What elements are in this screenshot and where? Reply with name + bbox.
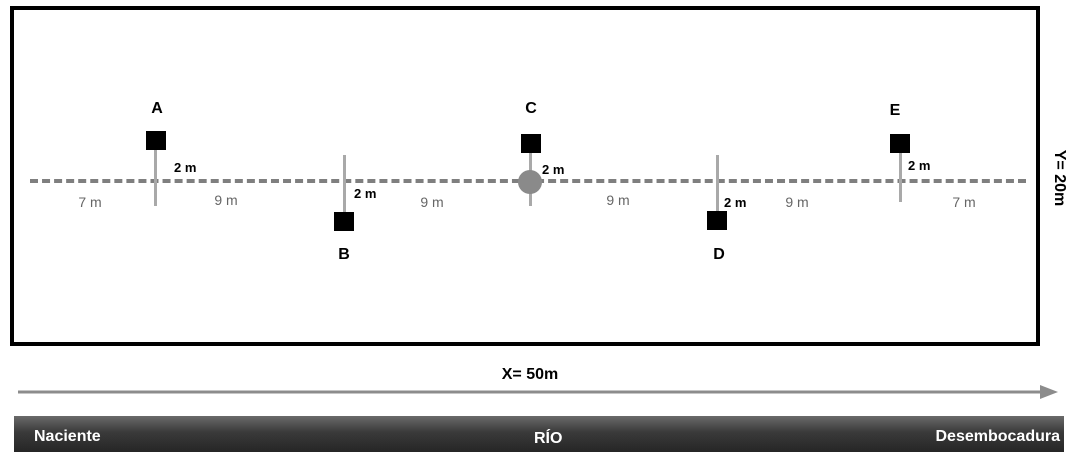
y-dimension-label: Y= 20m	[1051, 149, 1068, 207]
offset-label-b: 2 m	[354, 186, 377, 201]
marker-d	[707, 211, 727, 230]
offset-label-e: 2 m	[908, 158, 931, 173]
river-source-label: Naciente	[34, 428, 101, 445]
spacing-label: 7 m	[78, 194, 102, 210]
marker-e	[890, 134, 910, 153]
plot-frame	[10, 6, 1040, 346]
river-label: RÍO	[534, 430, 563, 447]
center-point	[518, 170, 542, 194]
offset-label-c: 2 m	[542, 162, 565, 177]
spacing-label: 9 m	[785, 194, 809, 210]
stake-a	[154, 150, 157, 206]
offset-label-a: 2 m	[174, 160, 197, 175]
marker-label-c: C	[525, 100, 537, 117]
marker-label-b: B	[338, 246, 350, 263]
marker-b	[334, 212, 354, 231]
marker-label-e: E	[889, 102, 901, 119]
stake-b	[343, 155, 346, 215]
offset-label-d: 2 m	[724, 195, 747, 210]
river-band: Naciente RÍO Desembocadura	[14, 416, 1064, 452]
spacing-label: 9 m	[606, 192, 630, 208]
marker-label-d: D	[713, 246, 725, 263]
marker-a	[146, 131, 166, 150]
spacing-label: 7 m	[952, 194, 976, 210]
marker-c	[521, 134, 541, 153]
marker-label-a: A	[151, 100, 163, 117]
spacing-label: 9 m	[420, 194, 444, 210]
stake-e	[899, 150, 902, 202]
x-dimension-label: X= 50m	[501, 366, 559, 383]
spacing-label: 9 m	[214, 192, 238, 208]
river-mouth-label: Desembocadura	[935, 428, 1061, 445]
stake-d	[716, 155, 719, 215]
flow-arrow-icon	[18, 385, 1058, 399]
